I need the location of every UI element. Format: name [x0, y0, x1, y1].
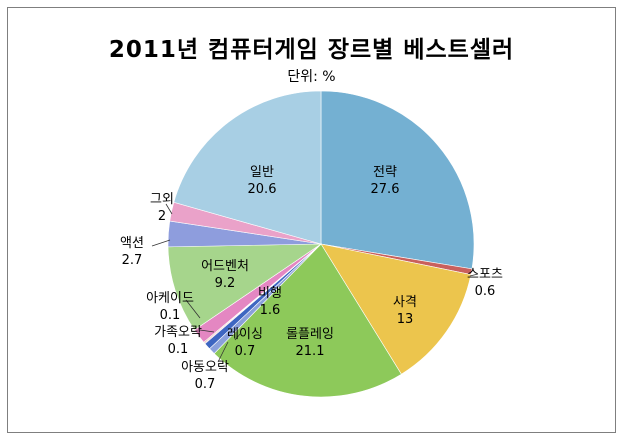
slice-label-13: 일반: [250, 165, 274, 180]
slice-label-5: 아동오락: [181, 360, 229, 375]
pie-slices: [167, 90, 475, 398]
slice-13: [173, 90, 322, 245]
slice-value-4: 21.1: [296, 344, 325, 359]
slice-label-9: 비행: [258, 285, 282, 301]
leader-line-5: [217, 341, 229, 363]
slice-3: [320, 243, 472, 375]
slice-label-10: 어드벤처: [201, 259, 249, 274]
slice-value-11: 2.7: [122, 253, 143, 268]
leader-lines: [151, 203, 479, 363]
leader-line-7: [199, 329, 215, 333]
slice-10: [167, 243, 323, 331]
slice-value-10: 9.2: [215, 276, 236, 291]
slice-label-1: 전략: [373, 165, 397, 180]
chart-title: 2011년 컴퓨터게임 장르별 베스트셀러: [108, 37, 515, 63]
leader-line-12: [165, 203, 173, 215]
slice-value-8: 0.1: [160, 308, 181, 323]
slice-label-7: 가족오락: [154, 325, 202, 340]
unit-label: 단위: %: [287, 69, 336, 85]
slice-value-13: 20.6: [248, 182, 277, 197]
slice-label-2: 스포츠: [467, 267, 503, 282]
slice-label-11: 액션: [120, 236, 144, 251]
slice-value-5: 0.7: [195, 377, 216, 392]
slice-label-8: 아케이드: [146, 291, 194, 306]
slice-value-12: 2: [158, 209, 166, 224]
slice-label-3: 사격: [393, 295, 417, 310]
slice-1: [320, 90, 475, 270]
slice-labels: 전략 27.6 스포츠 0.6 사격 13 롤플레잉 21.1 아동오락 0.7 레이싱 0.7 가족오…: [120, 165, 503, 392]
slice-label-12: 그외: [150, 192, 174, 207]
leader-line-8: [185, 299, 201, 319]
slice-value-1: 27.6: [371, 182, 400, 197]
slice-label-6: 레이싱: [227, 327, 263, 342]
slice-value-6: 0.7: [235, 344, 256, 359]
leader-line-6: [234, 333, 241, 341]
slice-value-9: 1.6: [260, 303, 281, 318]
slice-value-3: 13: [397, 312, 414, 327]
leader-line-2: [469, 273, 479, 277]
slice-value-2: 0.6: [475, 284, 496, 299]
leader-line-11: [151, 239, 171, 247]
slice-4: [213, 243, 402, 398]
slice-value-7: 0.1: [168, 342, 189, 357]
slice-label-4: 롤플레잉: [286, 327, 334, 342]
